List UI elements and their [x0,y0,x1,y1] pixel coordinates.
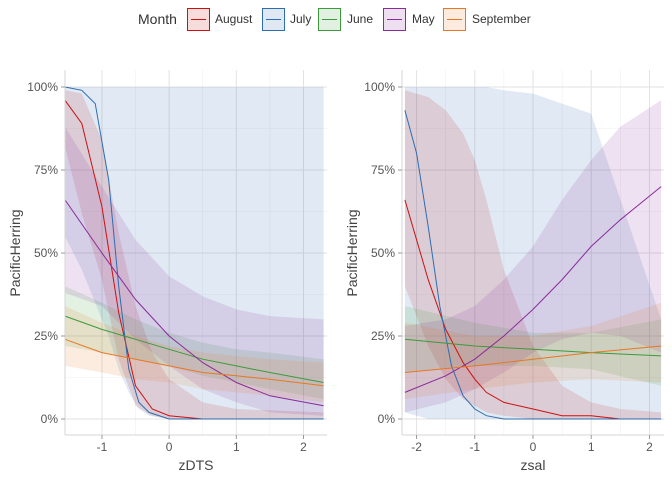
legend-label-may: May [412,12,435,26]
legend-key-line [447,19,462,20]
panel-2: -2 -1 0 1 2 0% 25% 50% 75% 100% zsal PacificHerring [344,70,664,473]
y-axis-title: PacificHerring [7,209,23,296]
series-line-june [64,315,324,383]
legend-key-line [387,19,402,20]
series-line-june [404,338,662,357]
x-axis-title: zDTS [179,457,214,473]
confidence-band-may [65,126,324,416]
x-axis-title: zsal [521,457,546,473]
confidence-band-july [65,87,324,419]
y-tick-label: 75% [371,163,395,177]
x-tick-label: 2 [300,440,307,454]
x-tick-label: 1 [233,440,240,454]
legend-label-june: June [347,12,374,26]
x-tick-label: -1 [469,440,480,454]
series-line-september [404,345,662,373]
y-tick-label: 100% [364,80,395,94]
x-tick-label: 0 [530,440,537,454]
y-tick-label: 75% [34,163,58,177]
confidence-band-may [404,100,662,413]
y-tick-label: 0% [41,412,59,426]
legend-key-august [187,8,210,31]
legend-key-july [262,8,285,31]
legend-key-september [443,8,466,31]
confidence-band-september [404,302,662,400]
panel-1: -1 0 1 2 0% 25% 50% 75% 100% zDTS PacificHerring [7,70,327,473]
x-tick-label: 2 [646,440,653,454]
confidence-band-june [404,306,662,386]
y-tick-label: 50% [371,246,395,260]
legend-title: Month [138,11,177,27]
y-tick-label: 25% [34,329,58,343]
legend-key-june [318,8,341,31]
y-tick-label: 100% [27,80,58,94]
series-line-may [404,186,662,393]
legend-label-september: September [472,12,531,26]
x-tick-label: 1 [588,440,595,454]
x-tick-label: -2 [411,440,422,454]
confidence-band-august [65,90,324,420]
legend-key-may [383,8,406,31]
x-tick-label: 0 [166,440,173,454]
legend-key-line [266,19,281,20]
series-line-july [64,86,324,420]
legend-label-july: July [290,12,312,26]
confidence-band-july [404,87,662,419]
x-tick-label: -1 [97,440,108,454]
series-line-september [64,338,324,387]
y-tick-label: 0% [378,412,396,426]
legend: Month August July June May September [0,0,672,40]
series-line-july [404,110,662,420]
series-line-may [64,199,324,407]
y-axis-title: PacificHerring [344,209,360,296]
y-tick-label: 25% [371,329,395,343]
legend-key-line [322,19,337,20]
legend-label-august: August [215,12,253,26]
confidence-band-august [404,90,662,420]
confidence-band-june [65,286,324,400]
y-tick-label: 50% [34,246,58,260]
legend-key-line [191,19,206,20]
